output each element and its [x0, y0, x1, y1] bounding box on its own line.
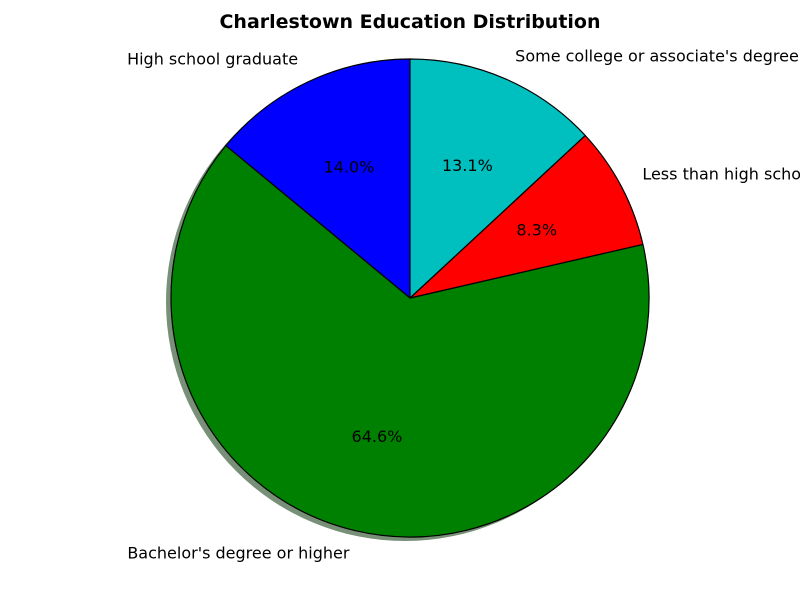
pie-slices [170, 58, 650, 538]
pct-label-high-school-graduate: 14.0% [324, 158, 375, 177]
pie-labels: High school graduate 14.0% Bachelor's degr… [127, 47, 800, 563]
slice-label-high-school-graduate: High school graduate [127, 50, 298, 69]
pct-label-some-college-or-associate-s-degree: 13.1% [442, 156, 493, 175]
slice-label-less-than-high-school: Less than high school [642, 164, 800, 183]
pie-slice-bachelor-s-degree-or-higher [170, 145, 650, 538]
pie-slice-less-than-high-school [409, 134, 644, 299]
chart-title: Charlestown Education Distribution [219, 11, 600, 33]
slice-label-bachelor-s-degree-or-higher: Bachelor's degree or higher [127, 543, 350, 562]
slice-label-some-college-or-associate-s-degree: Some college or associate's degree [515, 47, 799, 66]
pie-slice-high-school-graduate [225, 58, 411, 299]
pct-label-less-than-high-school: 8.3% [516, 220, 557, 239]
pct-label-bachelor-s-degree-or-higher: 64.6% [352, 427, 403, 446]
pie-slice-some-college-or-associate-s-degree [409, 58, 586, 299]
